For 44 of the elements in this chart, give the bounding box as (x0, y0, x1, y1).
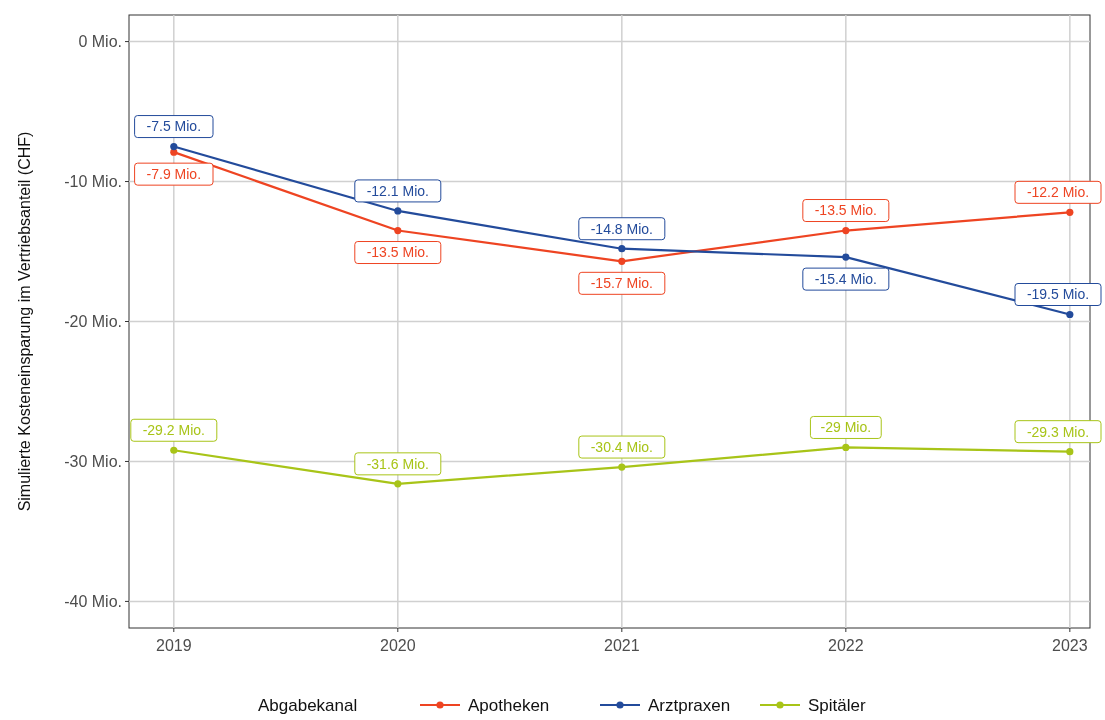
legend-label: Apotheken (468, 696, 550, 715)
point (618, 257, 626, 265)
data-label: -13.5 Mio. (366, 244, 429, 261)
data-label: -29.3 Mio. (1026, 423, 1090, 440)
point (394, 480, 402, 488)
data-label: -15.4 Mio. (814, 271, 877, 288)
y-tick-label: 0 Mio. (78, 33, 122, 51)
data-label: -29.2 Mio. (142, 422, 205, 439)
y-tick-label: -30 Mio. (64, 453, 122, 471)
point (618, 463, 626, 471)
data-label: -7.5 Mio. (146, 118, 202, 135)
data-label: -12.2 Mio. (1026, 184, 1090, 201)
point (170, 446, 178, 454)
point (1066, 448, 1074, 456)
point (842, 226, 850, 235)
data-label: -19.5 Mio. (1026, 286, 1090, 303)
legend-title: Abgabekanal (258, 696, 358, 715)
point (618, 245, 626, 253)
data-label: -30.4 Mio. (590, 438, 653, 455)
x-tick-label: 2019 (156, 637, 192, 654)
legend-label: Arztpraxen (648, 696, 731, 715)
data-label: -15.7 Mio. (590, 275, 653, 292)
x-tick-label: 2020 (380, 637, 416, 654)
data-label: -13.5 Mio. (814, 202, 877, 219)
y-axis-title: Simulierte Kosteneinsparung im Vertriebsanteil (CHF) (16, 131, 33, 512)
y-tick-label: -20 Mio. (64, 313, 122, 331)
x-tick-label: 2022 (828, 637, 864, 654)
data-label: -7.9 Mio. (146, 166, 202, 183)
point (842, 443, 850, 452)
x-tick-label: 2023 (1052, 637, 1088, 654)
point (1066, 310, 1074, 319)
point (170, 142, 178, 151)
y-tick-label: -40 Mio. (64, 593, 122, 611)
data-label: -29 Mio. (820, 419, 872, 436)
data-label: -14.8 Mio. (590, 220, 653, 237)
point (394, 226, 402, 235)
data-label: -12.1 Mio. (366, 182, 429, 199)
data-label: -31.6 Mio. (366, 455, 429, 472)
y-tick-label: -10 Mio. (64, 173, 122, 191)
point (394, 207, 402, 215)
x-tick-label: 2021 (604, 637, 640, 654)
point (1066, 208, 1074, 216)
legend-label: Spitäler (808, 696, 866, 715)
point (842, 253, 850, 261)
